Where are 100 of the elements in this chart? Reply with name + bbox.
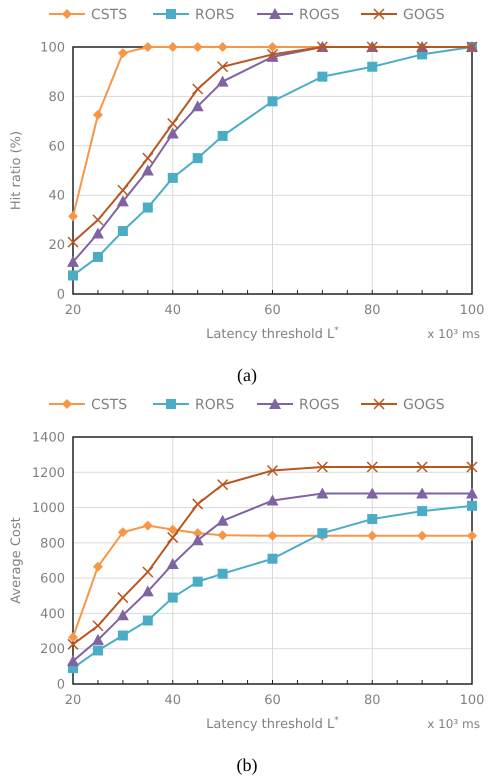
y-tick-label: 40 bbox=[48, 188, 65, 204]
point bbox=[192, 83, 204, 95]
x-tick-label: 60 bbox=[264, 303, 281, 318]
point bbox=[168, 524, 178, 535]
legend-label: GOGS bbox=[403, 7, 445, 23]
x-tick-label: 80 bbox=[364, 693, 381, 708]
y-tick-label: 600 bbox=[40, 572, 65, 587]
point bbox=[118, 48, 128, 58]
point bbox=[466, 487, 478, 498]
point bbox=[192, 534, 204, 546]
y-tick-label: 0 bbox=[56, 678, 65, 692]
point bbox=[192, 100, 204, 112]
point bbox=[367, 530, 378, 541]
point bbox=[317, 72, 328, 82]
point bbox=[92, 645, 103, 656]
y-tick-label: 80 bbox=[48, 90, 65, 105]
point bbox=[216, 478, 228, 490]
point bbox=[317, 528, 328, 538]
point bbox=[166, 127, 179, 138]
point bbox=[192, 153, 203, 164]
point bbox=[92, 252, 103, 262]
point bbox=[416, 487, 428, 498]
point bbox=[216, 76, 229, 87]
point bbox=[192, 576, 203, 587]
point bbox=[116, 609, 129, 620]
point bbox=[467, 500, 477, 511]
point bbox=[192, 42, 203, 52]
point bbox=[92, 620, 104, 632]
y-tick-label: 1400 bbox=[32, 430, 65, 446]
x-tick-label: 100 bbox=[460, 303, 484, 318]
point bbox=[92, 562, 103, 572]
point bbox=[218, 568, 228, 579]
point bbox=[67, 256, 79, 267]
point bbox=[142, 566, 154, 578]
y-tick-label: 0 bbox=[56, 288, 65, 302]
point bbox=[266, 494, 278, 506]
point bbox=[268, 554, 278, 564]
point bbox=[67, 638, 79, 650]
legend-label: CSTS bbox=[91, 397, 128, 413]
point bbox=[68, 211, 78, 222]
x-tick-label: 80 bbox=[364, 303, 381, 318]
y-tick-label: 1000 bbox=[32, 501, 65, 516]
point bbox=[466, 461, 478, 473]
legend-label: CSTS bbox=[91, 7, 128, 23]
point bbox=[142, 42, 153, 52]
x-axis-title: Latency threshold L$^{*}$ bbox=[206, 326, 340, 342]
point bbox=[417, 530, 428, 541]
y-tick-label: 20 bbox=[48, 238, 65, 254]
y-tick-label: 100 bbox=[40, 40, 65, 56]
y-tick-label: 60 bbox=[48, 139, 65, 154]
point bbox=[417, 506, 428, 516]
point bbox=[316, 487, 328, 498]
point bbox=[92, 214, 104, 226]
point bbox=[92, 634, 104, 645]
legend-label: GOGS bbox=[403, 397, 445, 413]
point bbox=[142, 520, 153, 531]
point bbox=[118, 527, 128, 538]
point bbox=[67, 655, 79, 666]
x-tick-label: 40 bbox=[164, 693, 182, 708]
point bbox=[117, 592, 129, 604]
point bbox=[216, 61, 228, 73]
point bbox=[266, 464, 278, 476]
point bbox=[67, 236, 79, 248]
point bbox=[268, 530, 278, 541]
point bbox=[116, 195, 129, 206]
point bbox=[118, 226, 128, 236]
legend-label: ROGS bbox=[299, 397, 340, 413]
point bbox=[92, 110, 103, 120]
y-axis-title: Hit ratio (%) bbox=[9, 130, 24, 210]
text: (a) bbox=[237, 365, 257, 385]
legend-label: RORS bbox=[195, 7, 234, 23]
legend-label: ROGS bbox=[299, 7, 340, 23]
point bbox=[268, 42, 278, 52]
point bbox=[166, 558, 179, 570]
x-tick-label: 100 bbox=[460, 693, 484, 708]
legend-label: RORS bbox=[195, 397, 234, 413]
point bbox=[142, 615, 153, 626]
point bbox=[366, 461, 378, 473]
point bbox=[268, 96, 278, 106]
y-tick-label: 400 bbox=[40, 606, 65, 622]
point bbox=[167, 532, 178, 544]
point bbox=[218, 530, 228, 540]
point bbox=[118, 630, 128, 640]
point bbox=[142, 152, 154, 164]
y-axis-title: Average Cost bbox=[9, 517, 24, 604]
point bbox=[366, 487, 378, 498]
x-axis-title: Latency threshold L$^{*}$ bbox=[206, 716, 340, 732]
text: x 10³ ms bbox=[427, 717, 480, 731]
point bbox=[218, 130, 228, 141]
point bbox=[168, 42, 178, 52]
text: (b) bbox=[236, 755, 258, 775]
point bbox=[117, 184, 129, 196]
y-tick-label: 200 bbox=[40, 642, 65, 658]
point bbox=[92, 227, 104, 238]
point bbox=[316, 461, 328, 473]
point bbox=[168, 172, 178, 183]
point bbox=[192, 528, 203, 538]
y-tick-label: 800 bbox=[40, 536, 65, 552]
x-tick-label: 40 bbox=[164, 303, 182, 318]
point bbox=[367, 514, 378, 524]
